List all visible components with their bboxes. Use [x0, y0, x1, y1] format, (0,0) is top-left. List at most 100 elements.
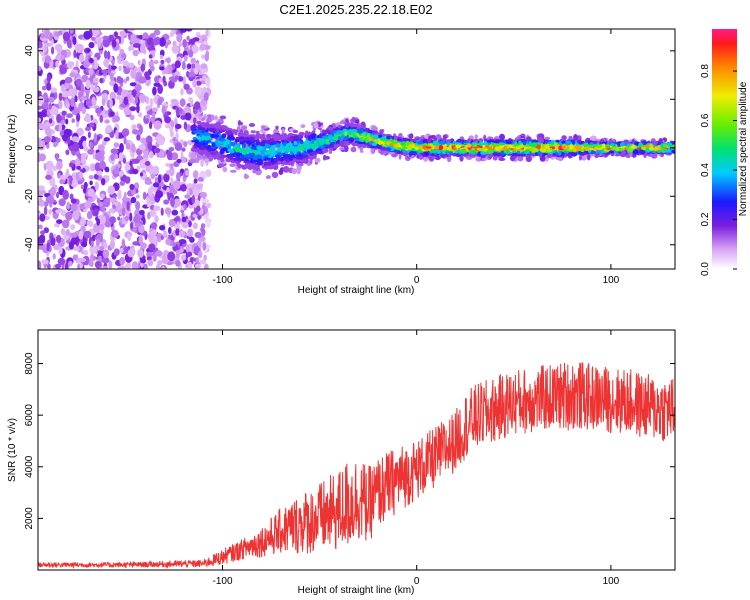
heatmap-signal-cell	[266, 144, 272, 148]
heatmap-signal-cell	[242, 150, 247, 155]
heatmap-noise-cell	[88, 175, 94, 180]
heatmap-noise-cell	[75, 246, 80, 252]
heatmap-signal-cell	[601, 143, 606, 149]
heatmap-noise-cell	[109, 72, 114, 82]
heatmap-noise-cell	[70, 232, 78, 238]
heatmap-noise-cell	[175, 260, 181, 267]
heatmap-signal-cell	[671, 149, 675, 154]
heatmap-noise-cell	[117, 265, 126, 269]
heatmap-signal-cell	[486, 140, 492, 143]
heatmap-noise-cell	[176, 106, 180, 117]
heatmap-noise-cell	[166, 187, 170, 193]
heatmap-noise-cell	[161, 105, 166, 115]
heatmap-noise-cell	[38, 153, 46, 162]
heatmap-noise-cell	[203, 254, 207, 261]
heatmap-noise-cell	[88, 41, 95, 49]
heatmap-noise-cell	[183, 141, 188, 148]
heatmap-halo-cell	[419, 155, 423, 160]
heatmap-signal-cell	[588, 144, 594, 149]
heatmap-signal-cell	[589, 142, 594, 145]
heatmap-signal-cell	[494, 146, 501, 152]
heatmap-noise-cell	[70, 224, 76, 231]
heatmap-signal-cell	[263, 161, 268, 167]
heatmap-noise-cell	[155, 250, 163, 257]
heatmap-signal-cell	[227, 135, 234, 141]
heatmap-signal-cell	[505, 149, 510, 155]
heatmap-signal-cell	[374, 132, 381, 136]
heatmap-noise-cell	[121, 128, 130, 137]
heatmap-signal-cell	[552, 152, 557, 157]
heatmap-noise-cell	[61, 219, 70, 229]
heatmap-signal-cell	[639, 149, 646, 155]
heatmap-noise-cell	[178, 42, 182, 47]
heatmap-signal-cell	[393, 136, 399, 141]
heatmap-noise-cell	[165, 65, 169, 75]
heatmap-noise-cell	[194, 101, 201, 110]
heatmap-noise-cell	[38, 139, 43, 148]
heatmap-noise-cell	[176, 158, 182, 164]
heatmap-noise-cell	[88, 67, 94, 76]
heatmap-signal-cell	[333, 130, 337, 134]
heatmap-signal-cell	[305, 130, 309, 135]
heatmap-signal-cell	[297, 140, 301, 144]
heatmap-signal-cell	[333, 136, 339, 141]
heatmap-signal-cell	[621, 142, 625, 147]
heatmap-signal-cell	[240, 154, 245, 159]
heatmap-signal-cell	[632, 149, 639, 155]
heatmap-noise-cell	[80, 83, 85, 92]
heatmap-signal-cell	[220, 139, 226, 142]
heatmap-noise-cell	[160, 59, 165, 65]
heatmap-noise-cell	[146, 251, 154, 257]
heatmap-signal-cell	[411, 139, 415, 142]
heatmap-noise-cell	[171, 29, 175, 35]
heatmap-signal-cell	[569, 144, 574, 150]
heatmap-noise-cell	[142, 191, 147, 200]
heatmap-signal-cell	[274, 143, 281, 148]
heatmap-signal-cell	[338, 127, 344, 131]
heatmap-noise-cell	[175, 249, 181, 259]
heatmap-signal-cell	[361, 133, 366, 137]
heatmap-signal-cell	[354, 142, 359, 147]
heatmap-signal-cell	[466, 143, 472, 148]
heatmap-signal-cell	[478, 148, 485, 152]
heatmap-signal-cell	[529, 153, 535, 156]
heatmap-noise-cell	[147, 211, 151, 220]
heatmap-noise-cell	[188, 71, 195, 78]
heatmap-noise-cell	[75, 78, 82, 87]
heatmap-noise-cell	[119, 256, 125, 266]
heatmap-halo-cell	[576, 135, 582, 141]
heatmap-noise-cell	[188, 159, 197, 164]
heatmap-noise-cell	[147, 259, 154, 267]
heatmap-signal-cell	[641, 146, 647, 151]
heatmap-noise-cell	[124, 263, 130, 269]
heatmap-noise-cell	[149, 168, 154, 175]
heatmap-noise-cell	[150, 230, 158, 236]
heatmap-noise-cell	[157, 174, 162, 184]
heatmap-signal-cell	[256, 167, 260, 171]
heatmap-noise-cell	[204, 77, 210, 85]
heatmap-noise-cell	[137, 248, 144, 258]
heatmap-signal-cell	[667, 142, 672, 148]
heatmap-signal-cell	[263, 157, 269, 161]
heatmap-noise-cell	[179, 108, 183, 114]
heatmap-signal-cell	[438, 145, 444, 150]
heatmap-signal-cell	[386, 142, 390, 146]
heatmap-signal-cell	[418, 149, 422, 153]
heatmap-signal-cell	[251, 144, 255, 147]
heatmap-noise-cell	[131, 88, 138, 98]
heatmap-signal-cell	[260, 141, 266, 147]
heatmap-signal-cell	[415, 146, 419, 151]
heatmap-signal-cell	[255, 154, 262, 159]
heatmap-signal-cell	[310, 133, 316, 139]
heatmap-noise-cell	[180, 254, 187, 261]
heatmap-signal-cell	[298, 147, 302, 153]
heatmap-signal-cell	[395, 147, 403, 151]
heatmap-noise-cell	[147, 141, 153, 151]
heatmap-noise-cell	[48, 208, 52, 215]
heatmap-noise-cell	[191, 194, 196, 204]
heatmap-noise-cell	[82, 60, 90, 68]
heatmap-signal-cell	[344, 123, 350, 128]
heatmap-signal-cell	[590, 150, 597, 154]
heatmap-noise-cell	[134, 182, 140, 190]
heatmap-noise-cell	[132, 49, 139, 57]
